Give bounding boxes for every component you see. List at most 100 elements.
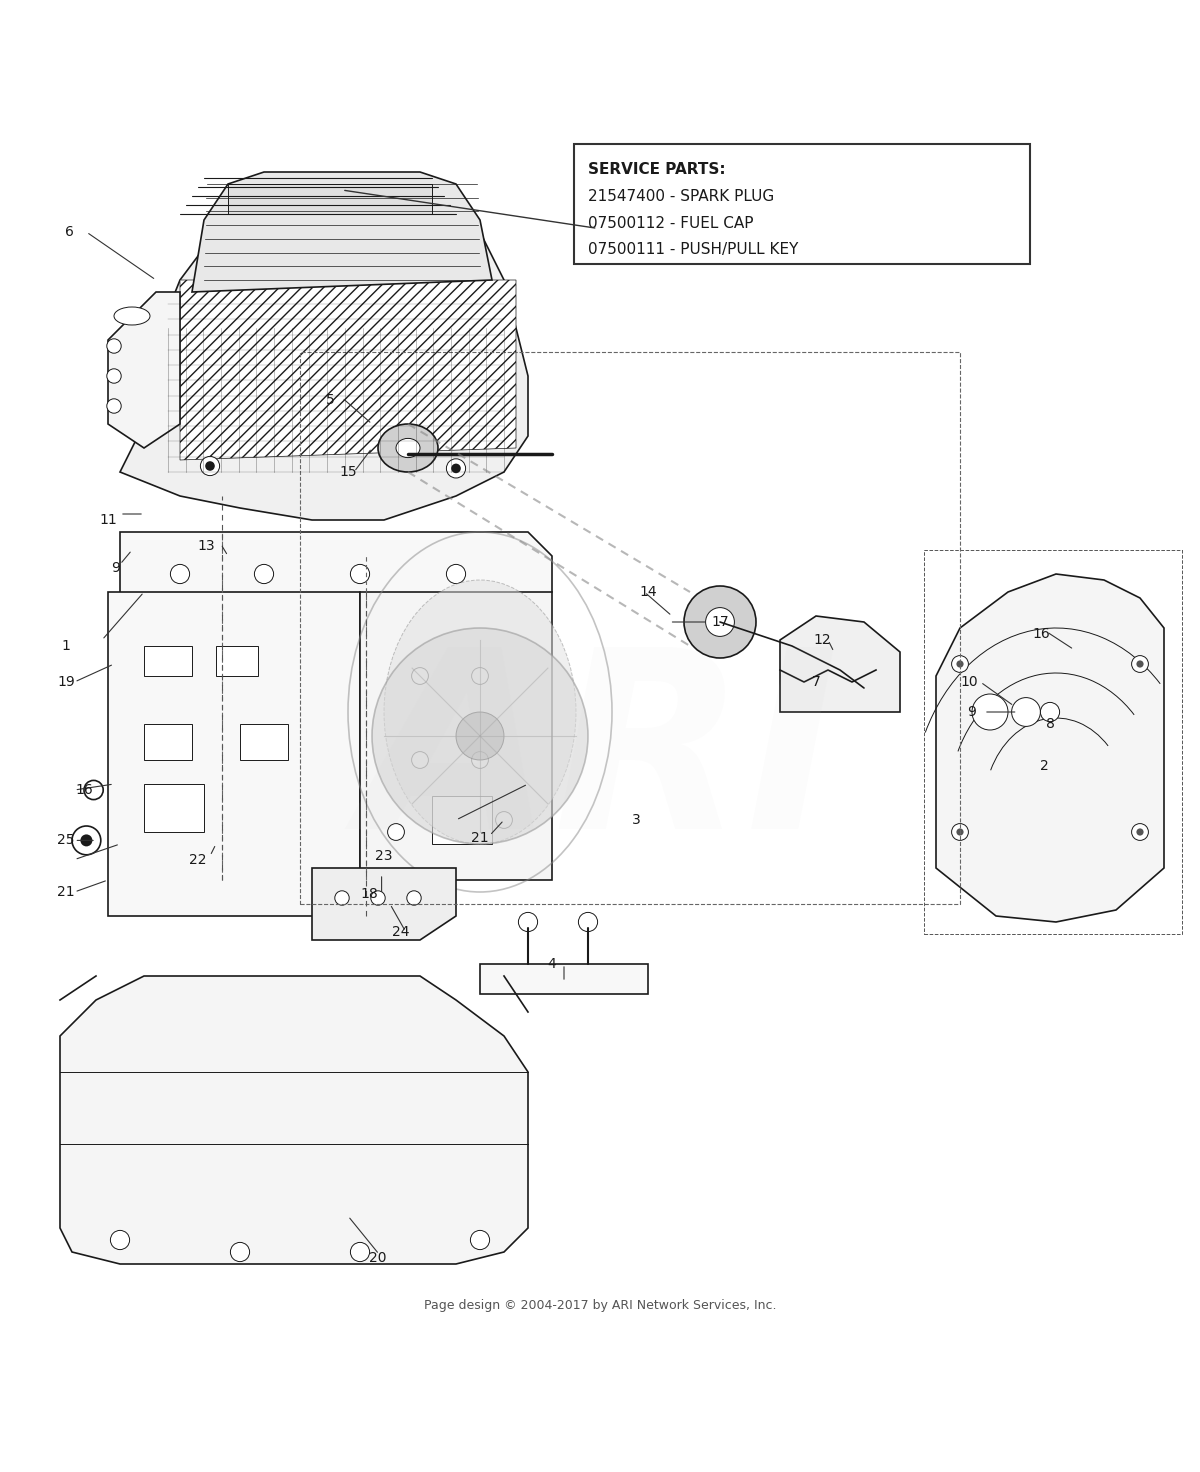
Circle shape	[1040, 702, 1060, 721]
Text: 12: 12	[814, 633, 830, 648]
Circle shape	[84, 780, 103, 799]
Circle shape	[107, 369, 121, 383]
Bar	[432, 796, 492, 843]
Text: 21: 21	[472, 832, 488, 845]
Circle shape	[80, 835, 92, 846]
Text: 21: 21	[58, 885, 74, 899]
Circle shape	[578, 913, 598, 932]
Circle shape	[684, 586, 756, 658]
Text: 19: 19	[58, 676, 74, 689]
Polygon shape	[192, 172, 492, 291]
Circle shape	[254, 564, 274, 583]
Circle shape	[107, 339, 121, 353]
Text: 16: 16	[76, 783, 92, 796]
Circle shape	[956, 829, 964, 836]
Circle shape	[470, 1231, 490, 1250]
Text: 21547400 - SPARK PLUG: 21547400 - SPARK PLUG	[588, 188, 774, 205]
Text: 22: 22	[190, 852, 206, 867]
Text: Page design © 2004-2017 by ARI Network Services, Inc.: Page design © 2004-2017 by ARI Network S…	[424, 1300, 776, 1313]
Bar	[144, 646, 192, 676]
Text: 4: 4	[547, 957, 557, 972]
Circle shape	[412, 668, 428, 684]
Text: 13: 13	[198, 539, 215, 553]
Circle shape	[972, 693, 1008, 730]
Polygon shape	[312, 868, 456, 941]
Bar	[228, 184, 432, 213]
Circle shape	[496, 811, 512, 829]
Circle shape	[451, 464, 461, 473]
Circle shape	[706, 608, 734, 636]
Circle shape	[446, 564, 466, 583]
Polygon shape	[180, 280, 516, 459]
Text: 14: 14	[640, 584, 656, 599]
Ellipse shape	[378, 424, 438, 473]
Bar	[300, 352, 960, 904]
Bar	[216, 646, 258, 676]
Ellipse shape	[384, 580, 576, 843]
Text: 25: 25	[58, 833, 74, 848]
Circle shape	[1012, 698, 1040, 726]
Text: 07500111 - PUSH/PULL KEY: 07500111 - PUSH/PULL KEY	[588, 243, 798, 258]
Text: 9: 9	[110, 561, 120, 576]
Text: 7: 7	[811, 676, 821, 689]
Circle shape	[472, 752, 488, 768]
Circle shape	[200, 456, 220, 475]
Circle shape	[407, 891, 421, 905]
Ellipse shape	[396, 439, 420, 458]
Circle shape	[170, 564, 190, 583]
Circle shape	[372, 629, 588, 843]
FancyBboxPatch shape	[574, 144, 1030, 265]
Text: 07500112 - FUEL CAP: 07500112 - FUEL CAP	[588, 216, 754, 231]
Polygon shape	[936, 574, 1164, 921]
Bar	[144, 785, 204, 832]
Circle shape	[72, 826, 101, 855]
Text: 2: 2	[1039, 760, 1049, 773]
Polygon shape	[120, 178, 528, 520]
Circle shape	[1136, 829, 1144, 836]
Circle shape	[472, 668, 488, 684]
Circle shape	[335, 891, 349, 905]
Circle shape	[446, 459, 466, 478]
Circle shape	[1136, 661, 1144, 668]
Bar	[144, 724, 192, 760]
Circle shape	[952, 824, 968, 841]
Bar	[924, 551, 1182, 935]
Circle shape	[952, 655, 968, 673]
Polygon shape	[108, 592, 360, 916]
Circle shape	[350, 1242, 370, 1262]
Circle shape	[110, 1231, 130, 1250]
Text: 24: 24	[392, 924, 409, 939]
Polygon shape	[108, 291, 180, 447]
Text: 11: 11	[100, 514, 116, 527]
Polygon shape	[60, 976, 528, 1264]
Circle shape	[518, 913, 538, 932]
Text: 10: 10	[961, 676, 978, 689]
Circle shape	[412, 752, 428, 768]
Text: 15: 15	[340, 465, 356, 478]
Text: 16: 16	[1033, 627, 1050, 640]
Circle shape	[956, 661, 964, 668]
Circle shape	[350, 564, 370, 583]
Text: 6: 6	[65, 225, 74, 238]
Circle shape	[388, 824, 404, 841]
Circle shape	[107, 399, 121, 414]
Circle shape	[371, 891, 385, 905]
Circle shape	[456, 712, 504, 760]
Text: 20: 20	[370, 1251, 386, 1264]
Text: ARI: ARI	[360, 639, 840, 882]
Polygon shape	[480, 964, 648, 994]
Text: 9: 9	[967, 705, 977, 718]
Circle shape	[1132, 655, 1148, 673]
Text: 18: 18	[361, 888, 378, 901]
Text: 23: 23	[376, 849, 392, 863]
Text: 17: 17	[712, 615, 728, 629]
Text: 5: 5	[325, 393, 335, 406]
Text: 8: 8	[1045, 717, 1055, 732]
Circle shape	[205, 461, 215, 471]
Circle shape	[1132, 824, 1148, 841]
Ellipse shape	[114, 308, 150, 325]
Polygon shape	[780, 615, 900, 712]
Bar	[240, 724, 288, 760]
Polygon shape	[120, 531, 552, 615]
Polygon shape	[360, 592, 552, 880]
